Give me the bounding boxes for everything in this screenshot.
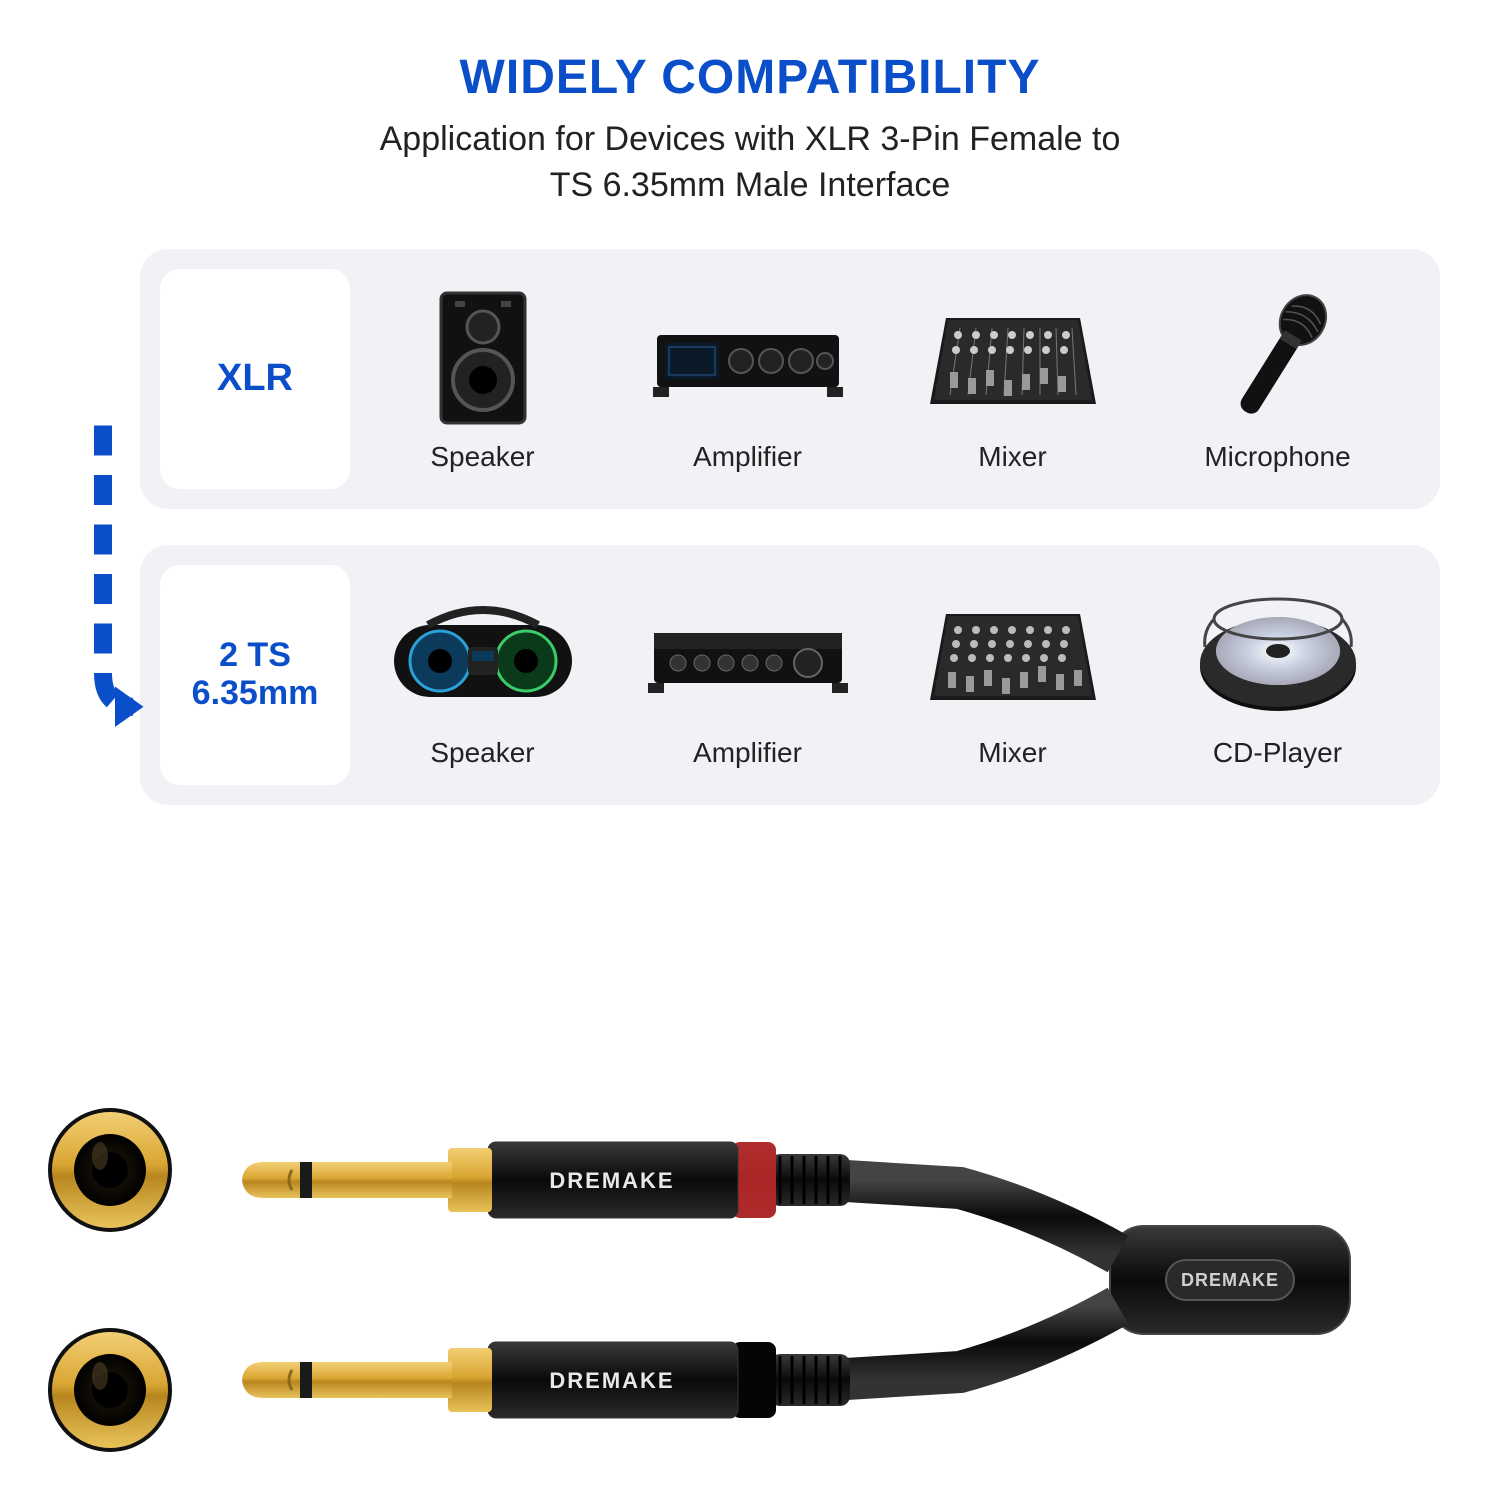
ts-devices: Speaker xyxy=(350,581,1410,769)
device-amplifier2-caption: Amplifier xyxy=(693,737,802,769)
panel-ts-label-line1: 2 TS xyxy=(219,636,291,674)
microphone-icon xyxy=(1213,285,1343,435)
device-speaker: Speaker xyxy=(373,285,593,473)
connector-arrow-icon xyxy=(58,378,148,788)
device-amplifier-caption: Amplifier xyxy=(693,441,802,473)
subtitle-line2: TS 6.35mm Male Interface xyxy=(550,166,951,204)
panel-ts: 2 TS 6.35mm xyxy=(140,545,1440,805)
page-subtitle: Application for Devices with XLR 3-Pin F… xyxy=(0,117,1500,209)
page-title: WIDELY COMPATIBILITY xyxy=(0,50,1500,105)
device-cdplayer: CD-Player xyxy=(1168,581,1388,769)
speaker2-icon xyxy=(388,581,578,731)
device-mixer: Mixer xyxy=(903,285,1123,473)
plug-red-brand-text: DREMAKE xyxy=(549,1168,674,1193)
device-microphone: Microphone xyxy=(1168,285,1388,473)
speaker-icon xyxy=(423,285,543,435)
cable-illustration: DREMAKE DREMAKE xyxy=(0,1030,1500,1500)
subtitle-line1: Application for Devices with XLR 3-Pin F… xyxy=(380,120,1121,158)
panel-xlr: XLR Speaker xyxy=(140,249,1440,509)
female-jack-bottom-icon xyxy=(48,1328,172,1452)
splitter-brand-text: DREMAKE xyxy=(1181,1270,1279,1290)
device-mixer-caption: Mixer xyxy=(978,441,1046,473)
plug-black-brand-text: DREMAKE xyxy=(549,1368,674,1393)
splitter-body-icon: DREMAKE xyxy=(1110,1226,1350,1334)
device-speaker2: Speaker xyxy=(373,581,593,769)
panel-ts-label: 2 TS 6.35mm xyxy=(192,637,319,712)
amplifier2-icon xyxy=(648,581,848,731)
device-mixer2: Mixer xyxy=(903,581,1123,769)
ts-plug-black-icon: DREMAKE xyxy=(242,1342,850,1418)
panel-xlr-labelbox: XLR xyxy=(160,269,350,489)
panel-xlr-label: XLR xyxy=(217,358,293,400)
device-mixer2-caption: Mixer xyxy=(978,737,1046,769)
compatibility-panels: XLR Speaker xyxy=(140,249,1440,805)
panel-ts-labelbox: 2 TS 6.35mm xyxy=(160,565,350,785)
ts-plug-red-icon: DREMAKE xyxy=(242,1142,850,1218)
panel-ts-label-line2: 6.35mm xyxy=(192,674,319,712)
cdplayer-icon xyxy=(1193,581,1363,731)
device-microphone-caption: Microphone xyxy=(1204,441,1350,473)
device-cdplayer-caption: CD-Player xyxy=(1213,737,1342,769)
device-speaker-caption: Speaker xyxy=(430,441,534,473)
xlr-devices: Speaker Amplif xyxy=(350,285,1410,473)
device-amplifier: Amplifier xyxy=(638,285,858,473)
device-speaker2-caption: Speaker xyxy=(430,737,534,769)
female-jack-top-icon xyxy=(48,1108,172,1232)
mixer2-icon xyxy=(928,581,1098,731)
header: WIDELY COMPATIBILITY Application for Dev… xyxy=(0,0,1500,209)
device-amplifier2: Amplifier xyxy=(638,581,858,769)
mixer-icon xyxy=(928,285,1098,435)
amplifier-icon xyxy=(653,285,843,435)
